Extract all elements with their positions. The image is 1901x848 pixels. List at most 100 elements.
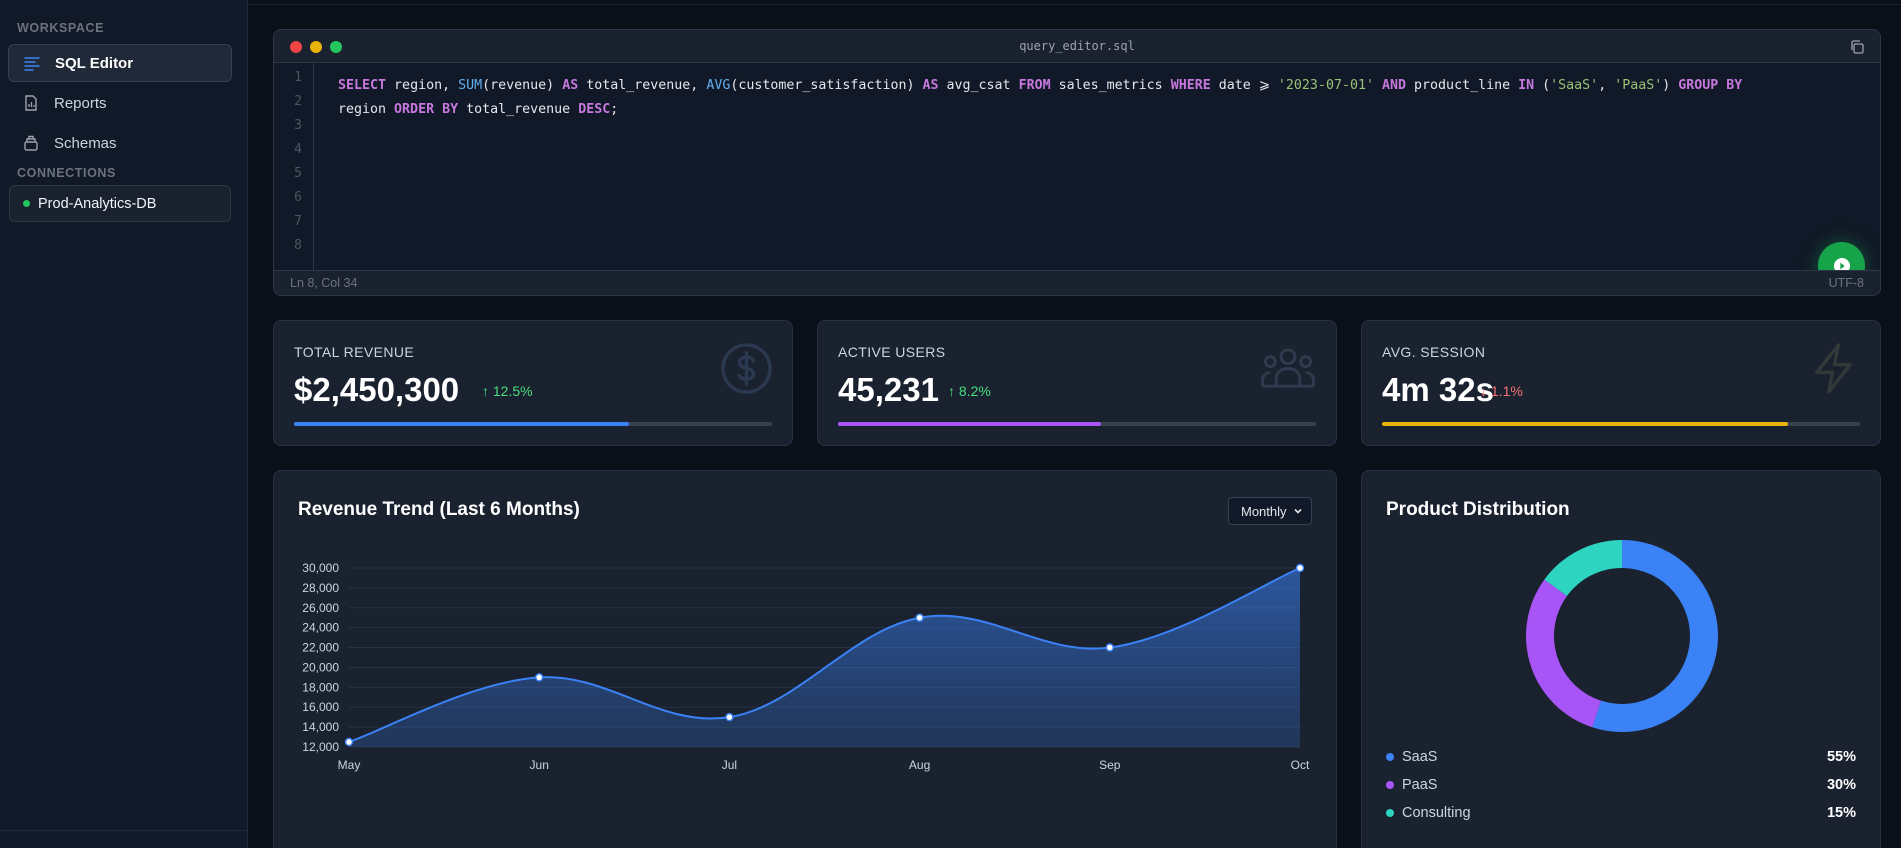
sidebar: WORKSPACE SQL Editor Reports Schemas CON… <box>0 0 248 848</box>
line-number: 8 <box>294 238 302 253</box>
kpi-progress-bar <box>1382 422 1860 426</box>
line-number-gutter: 1 2 3 4 5 6 7 8 <box>274 63 314 270</box>
legend-item-consulting: Consulting 15% <box>1386 803 1856 823</box>
line-number: 7 <box>294 214 302 229</box>
kpi-card-total-revenue: TOTAL REVENUE $2,450,300 ↑ 12.5% <box>273 320 793 446</box>
area-fill <box>349 568 1300 747</box>
kpi-delta: ↓ 1.1% <box>1480 383 1523 399</box>
minimize-window-dot[interactable] <box>310 41 322 53</box>
kpi-card-active-users: ACTIVE USERS 45,231 ↑ 8.2% <box>817 320 1337 446</box>
legend-label: SaaS <box>1402 749 1438 765</box>
sidebar-item-label: SQL Editor <box>55 54 134 72</box>
period-select[interactable]: Monthly <box>1228 497 1312 525</box>
line-number: 5 <box>294 166 302 181</box>
donut-slice-paas <box>1526 579 1601 728</box>
bolt-icon <box>1815 343 1852 394</box>
kpi-label: TOTAL REVENUE <box>294 344 415 360</box>
kpi-label: AVG. SESSION <box>1382 344 1486 360</box>
product-donut-chart <box>1526 540 1718 732</box>
y-tick-label: 30,000 <box>302 561 339 575</box>
donut-slice-consulting <box>1544 540 1622 597</box>
legend-label: Consulting <box>1402 805 1471 821</box>
kpi-delta: ↑ 12.5% <box>482 383 533 399</box>
list-icon <box>24 57 40 71</box>
workspace-section-label: WORKSPACE <box>17 21 105 35</box>
x-tick-label: Jul <box>722 758 737 772</box>
legend-swatch <box>1386 781 1394 789</box>
kpi-value: $2,450,300 <box>294 371 460 408</box>
line-number: 2 <box>294 94 302 109</box>
connections-section-label: CONNECTIONS <box>17 166 116 180</box>
chart-title: Revenue Trend (Last 6 Months) <box>298 499 580 520</box>
kpi-card-avg-session: AVG. SESSION 4m 32s ↓ 1.1% <box>1361 320 1881 446</box>
connection-status-dot <box>23 200 30 207</box>
editor-header: query_editor.sql <box>274 30 1880 63</box>
users-icon <box>1260 348 1316 388</box>
data-point <box>1105 643 1115 652</box>
kpi-value: 45,231 <box>838 371 939 408</box>
legend-item-paas: PaaS 30% <box>1386 775 1856 795</box>
y-tick-label: 14,000 <box>302 720 339 734</box>
legend-value: 55% <box>1826 749 1856 765</box>
sidebar-item-label: Schemas <box>54 134 117 152</box>
x-tick-label: Oct <box>1291 758 1310 772</box>
data-point <box>344 737 354 747</box>
legend-swatch <box>1386 753 1394 761</box>
sidebar-item-label: Reports <box>54 94 107 112</box>
kpi-delta: ↑ 8.2% <box>948 383 991 399</box>
sql-editor-panel: query_editor.sql 1 2 3 4 5 6 7 8 SELECT … <box>273 29 1881 296</box>
layers-icon <box>24 135 38 151</box>
legend-item-saas: SaaS 55% <box>1386 747 1856 767</box>
y-tick-label: 12,000 <box>302 740 339 754</box>
editor-filename: query_editor.sql <box>1019 39 1135 53</box>
chart-title: Product Distribution <box>1386 499 1570 520</box>
y-tick-label: 20,000 <box>302 660 339 674</box>
x-tick-label: Aug <box>909 758 930 772</box>
dollar-icon <box>721 343 772 394</box>
encoding-label: UTF-8 <box>1828 276 1864 290</box>
data-point <box>915 613 924 622</box>
y-tick-label: 24,000 <box>302 621 339 635</box>
y-tick-label: 28,000 <box>302 581 339 595</box>
line-number: 1 <box>294 70 302 85</box>
revenue-trend-chart: 12,000 14,000 16,000 18,000 20,000 22,000 24,0… <box>302 561 1310 772</box>
editor-status-bar: Ln 8, Col 34 UTF-8 <box>274 270 1880 295</box>
line-number: 6 <box>294 190 302 205</box>
close-window-dot[interactable] <box>290 41 302 53</box>
product-distribution-card: Product Distribution SaaS 55% PaaS 30% C… <box>1361 470 1881 848</box>
y-tick-label: 18,000 <box>302 680 339 694</box>
legend-value: 15% <box>1826 805 1856 821</box>
x-tick-label: May <box>338 758 361 772</box>
x-tick-label: Sep <box>1099 758 1121 772</box>
cursor-position: Ln 8, Col 34 <box>290 276 358 290</box>
line-number: 3 <box>294 118 302 133</box>
sidebar-item-schemas[interactable]: Schemas <box>8 124 232 162</box>
data-point <box>1295 563 1305 573</box>
copy-icon[interactable] <box>1849 39 1865 55</box>
play-icon <box>1833 257 1850 274</box>
period-select-value: Monthly <box>1241 503 1287 519</box>
legend-value: 30% <box>1826 777 1856 793</box>
x-tick-label: Jun <box>530 758 549 772</box>
kpi-value: 4m 32s <box>1382 371 1494 408</box>
sql-code-input[interactable]: SELECT region, SUM(revenue) AS total_rev… <box>338 78 1743 117</box>
series-line <box>348 567 1301 743</box>
revenue-trend-card: Revenue Trend (Last 6 Months) Monthly 12… <box>273 470 1337 848</box>
maximize-window-dot[interactable] <box>330 41 342 53</box>
y-tick-label: 26,000 <box>302 601 339 615</box>
legend-swatch <box>1386 809 1394 817</box>
report-icon <box>25 95 37 111</box>
connection-prod-analytics-db[interactable]: Prod-Analytics-DB <box>9 185 231 222</box>
kpi-label: ACTIVE USERS <box>838 344 946 360</box>
legend-label: PaaS <box>1402 777 1438 793</box>
sidebar-item-sql-editor[interactable]: SQL Editor <box>8 44 232 82</box>
data-point <box>725 712 734 722</box>
line-number: 4 <box>294 142 302 157</box>
kpi-progress-bar <box>838 422 1316 426</box>
sidebar-item-reports[interactable]: Reports <box>8 84 232 122</box>
y-tick-label: 22,000 <box>302 641 339 655</box>
kpi-progress-bar <box>294 422 772 426</box>
chevron-down-icon <box>1293 508 1302 514</box>
y-tick-label: 16,000 <box>302 700 339 714</box>
donut-slice-saas <box>1592 540 1718 732</box>
